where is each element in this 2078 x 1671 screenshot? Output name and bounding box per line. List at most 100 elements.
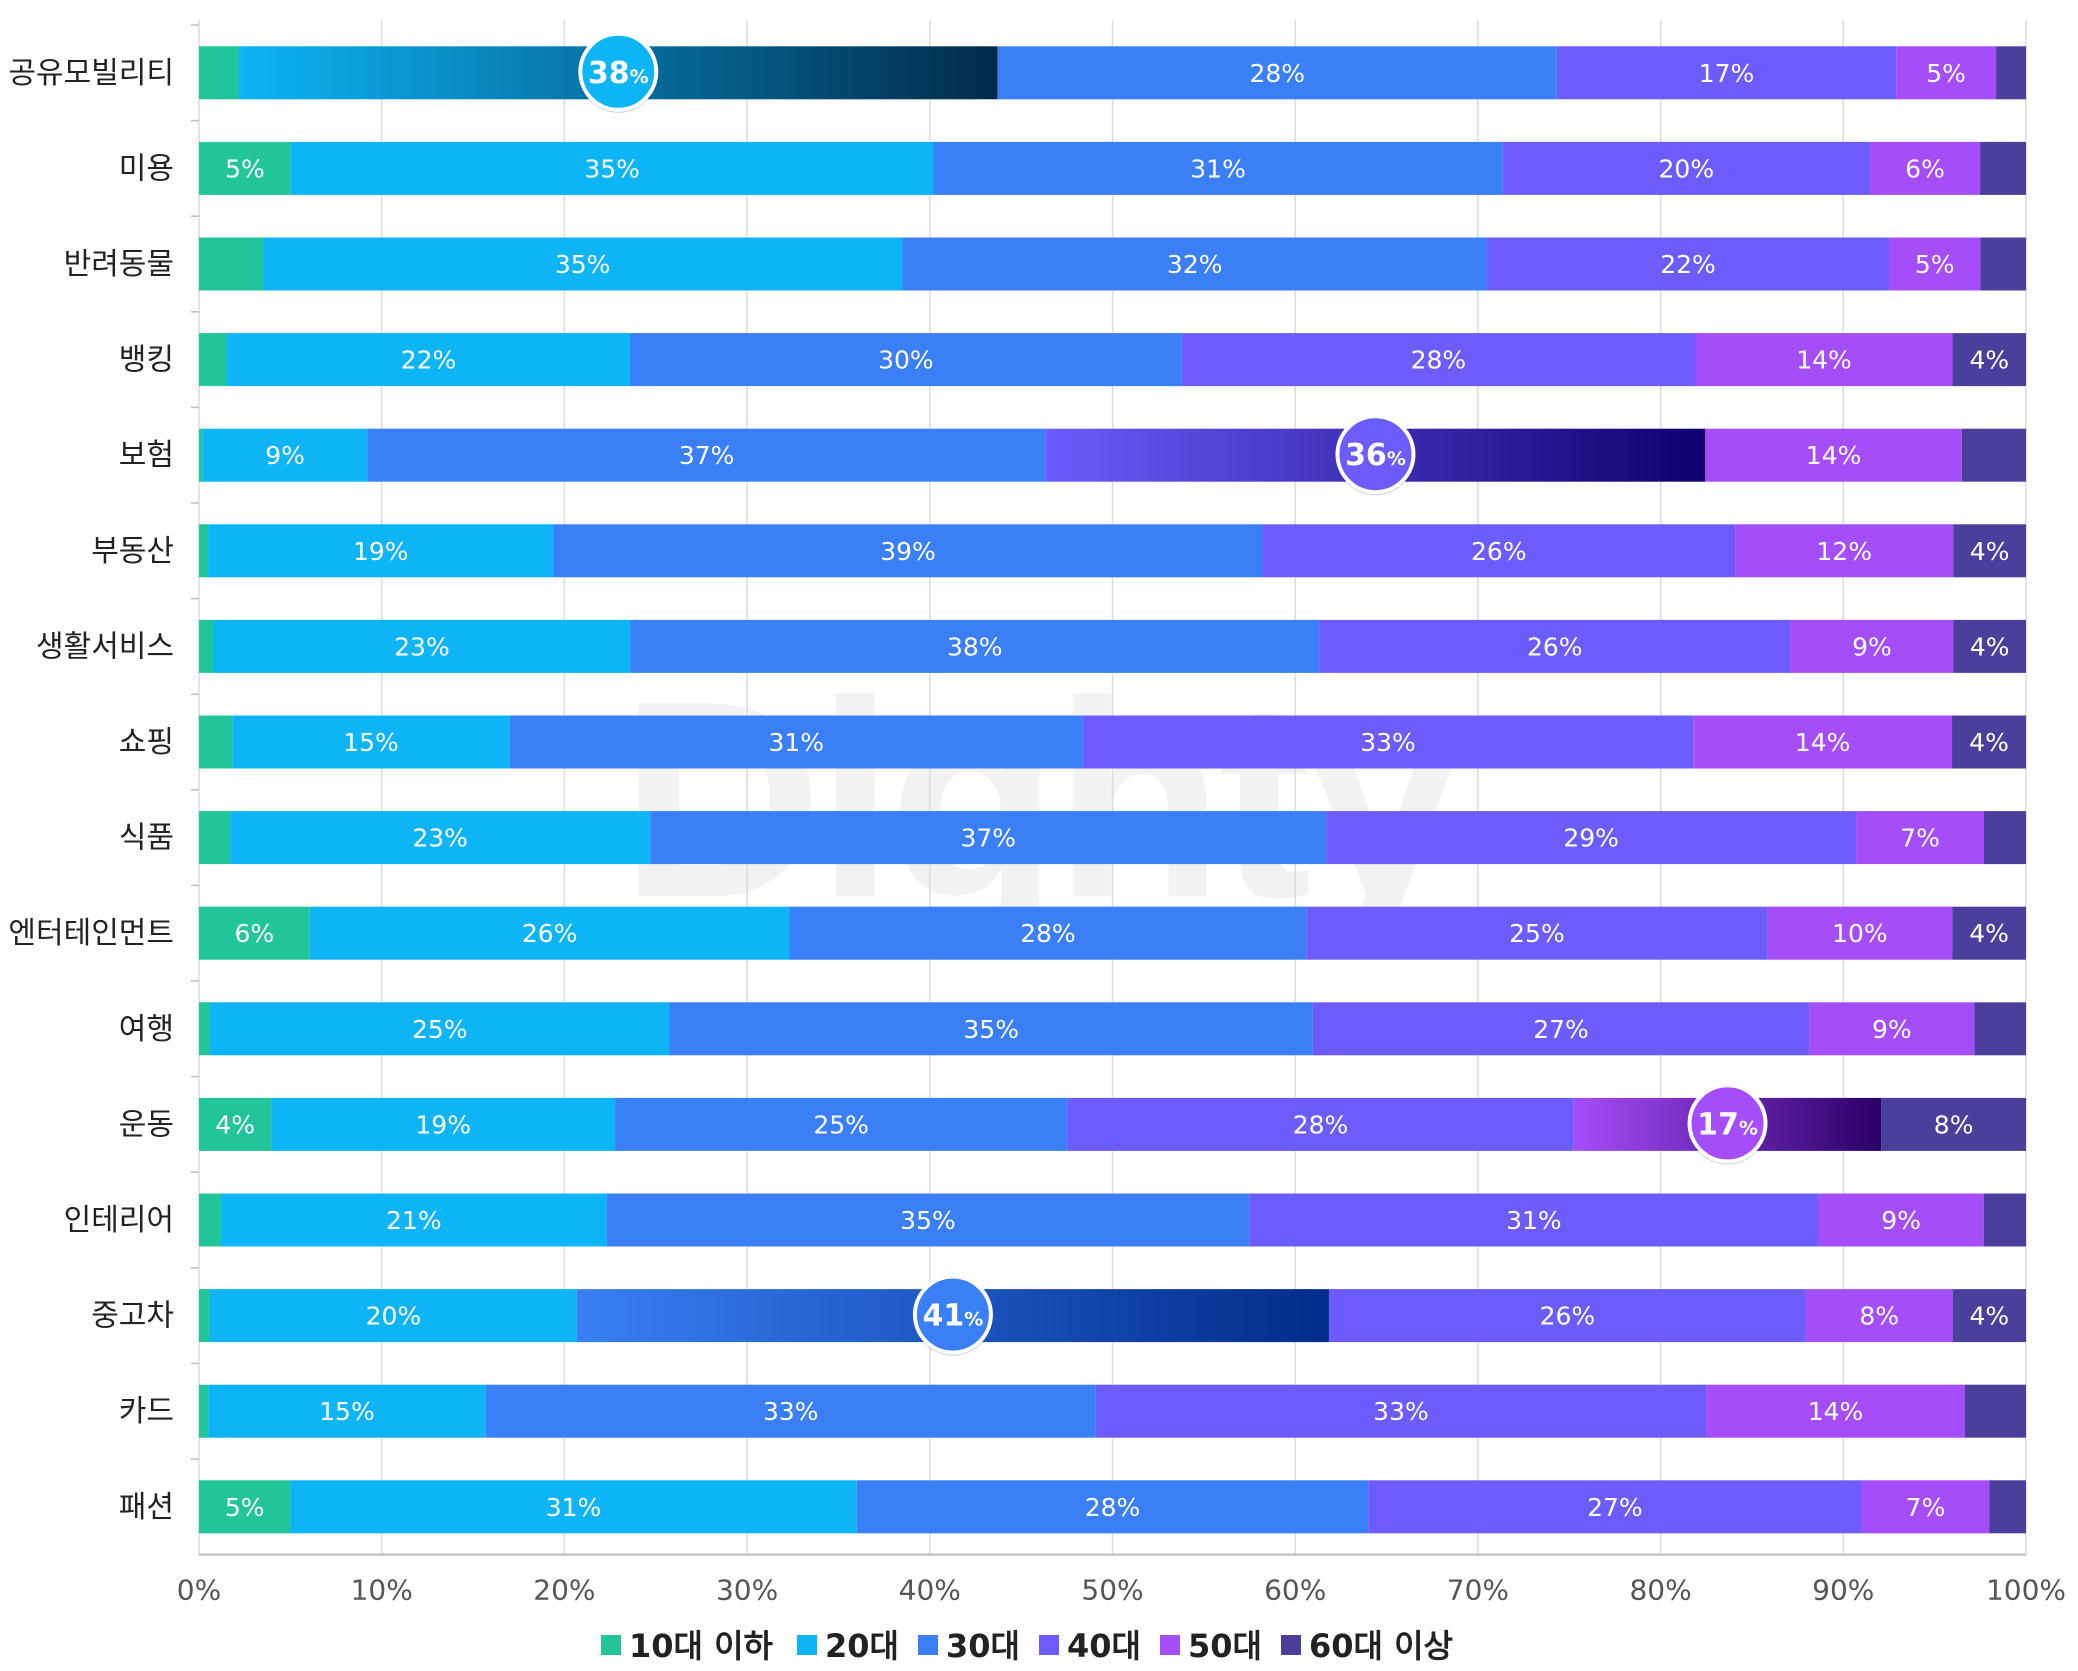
data-label: 25% [412, 1015, 468, 1044]
data-label: 31% [546, 1493, 602, 1522]
x-tick-label: 0% [177, 1574, 221, 1607]
bar-segment [210, 1002, 670, 1056]
category-label: 공유모빌리티 [8, 56, 174, 91]
x-tick-label: 80% [1629, 1574, 1691, 1607]
bar-segment [1996, 46, 2026, 100]
data-label: 4% [1969, 1302, 2009, 1331]
legend-label: 50대 [1188, 1627, 1262, 1665]
x-tick-label: 30% [716, 1574, 778, 1607]
bar-segment [199, 619, 214, 673]
data-label: 4% [215, 1110, 255, 1139]
bar-segment [509, 715, 1083, 769]
bar-segment [309, 906, 790, 960]
bar-segment [1095, 1384, 1707, 1438]
bar-segment [1881, 1097, 2026, 1151]
category-label: 여행 [119, 1012, 174, 1047]
x-tick-label: 100% [1986, 1574, 2066, 1607]
bar-segment [199, 1193, 222, 1247]
data-label: 22% [401, 346, 457, 375]
legend-swatch [1160, 1635, 1180, 1655]
bar-segment [199, 1384, 209, 1438]
bar-segment [226, 333, 631, 387]
data-label: 4% [1969, 919, 2009, 948]
data-label: 19% [353, 537, 409, 566]
bar-segment [669, 1002, 1313, 1056]
data-label: 31% [768, 728, 824, 757]
bar-segment [485, 1384, 1096, 1438]
bar-segment [1953, 524, 2026, 578]
data-label: 20% [366, 1302, 422, 1331]
data-label: 33% [763, 1397, 819, 1426]
bar-segment [856, 1480, 1369, 1534]
bar-segment [1964, 1384, 2026, 1438]
highlight-bubble [1335, 414, 1416, 495]
data-label: 4% [1969, 346, 2009, 375]
bar-segment [1306, 906, 1768, 960]
data-label: 35% [555, 250, 611, 279]
bar-segment [262, 237, 903, 291]
data-label: 7% [1900, 824, 1940, 853]
bar-segment [1067, 1097, 1574, 1151]
data-label: 14% [1806, 441, 1862, 470]
bar-segment [1983, 1193, 2026, 1247]
bar-segment [232, 715, 510, 769]
bar-segment [1326, 811, 1857, 865]
data-label: 28% [1085, 1493, 1141, 1522]
bar-segment [553, 524, 1263, 578]
bar-segment [1983, 811, 2026, 865]
bar-segment [230, 811, 651, 865]
bar-segment [290, 1480, 857, 1534]
category-label: 부동산 [91, 534, 174, 569]
bars: 28% 17% 5% 5% 35% 31% 20% 6% 35% 32% 22% 5% 22% 30% 28… [199, 46, 2026, 1534]
bar-segment [199, 1289, 211, 1343]
bar-segment [1328, 1289, 1806, 1343]
bar-segment [1312, 1002, 1810, 1056]
category-label: 생활서비스 [36, 629, 174, 664]
data-label: 25% [1509, 919, 1565, 948]
data-label: 39% [880, 537, 936, 566]
category-label: 중고차 [91, 1299, 174, 1334]
category-label: 식품 [119, 821, 174, 856]
bar-segment [615, 1097, 1068, 1151]
category-label: 쇼핑 [119, 725, 174, 760]
bar-segment [221, 1193, 607, 1247]
bar-segment [1952, 333, 2026, 387]
bar-segment [367, 428, 1046, 482]
data-label: 29% [1563, 824, 1619, 853]
data-label: 31% [1190, 154, 1246, 183]
bar-segment [199, 1480, 291, 1534]
bar-segment [1487, 237, 1889, 291]
bar-segment [1181, 333, 1696, 387]
data-label: 35% [900, 1206, 956, 1235]
data-label: 15% [319, 1397, 375, 1426]
data-label: 14% [1808, 1397, 1864, 1426]
x-tick-label: 60% [1264, 1574, 1326, 1607]
data-label: 14% [1795, 728, 1851, 757]
bar-segment [199, 141, 291, 195]
bar-segment [199, 428, 203, 482]
legend-swatch [1039, 1635, 1059, 1655]
bar-segment [1818, 1193, 1984, 1247]
x-tick-label: 20% [533, 1574, 595, 1607]
data-label: 15% [343, 728, 399, 757]
legend-label: 30대 [946, 1627, 1020, 1665]
bar-segment [1767, 906, 1953, 960]
data-label: 12% [1816, 537, 1872, 566]
highlight-value: 17% [1697, 1107, 1758, 1142]
data-label: 8% [1934, 1110, 1974, 1139]
bar-segment [1980, 141, 2026, 195]
data-label: 8% [1859, 1302, 1899, 1331]
data-label: 31% [1506, 1206, 1562, 1235]
bar-segment [199, 333, 227, 387]
highlight-bubble [578, 31, 659, 112]
data-label: 30% [878, 346, 934, 375]
data-label: 28% [1249, 59, 1305, 88]
bar-segment [202, 428, 368, 482]
category-label: 엔터테인먼트 [8, 916, 174, 951]
bar-segment [1693, 715, 1953, 769]
bar-segment [1856, 811, 1984, 865]
bar-segment [1961, 428, 2026, 482]
legend: 10대 이하 20대 30대 40대 50대 60대 이상 [601, 1627, 1453, 1665]
data-label: 20% [1659, 154, 1715, 183]
data-label: 4% [1970, 632, 2010, 661]
